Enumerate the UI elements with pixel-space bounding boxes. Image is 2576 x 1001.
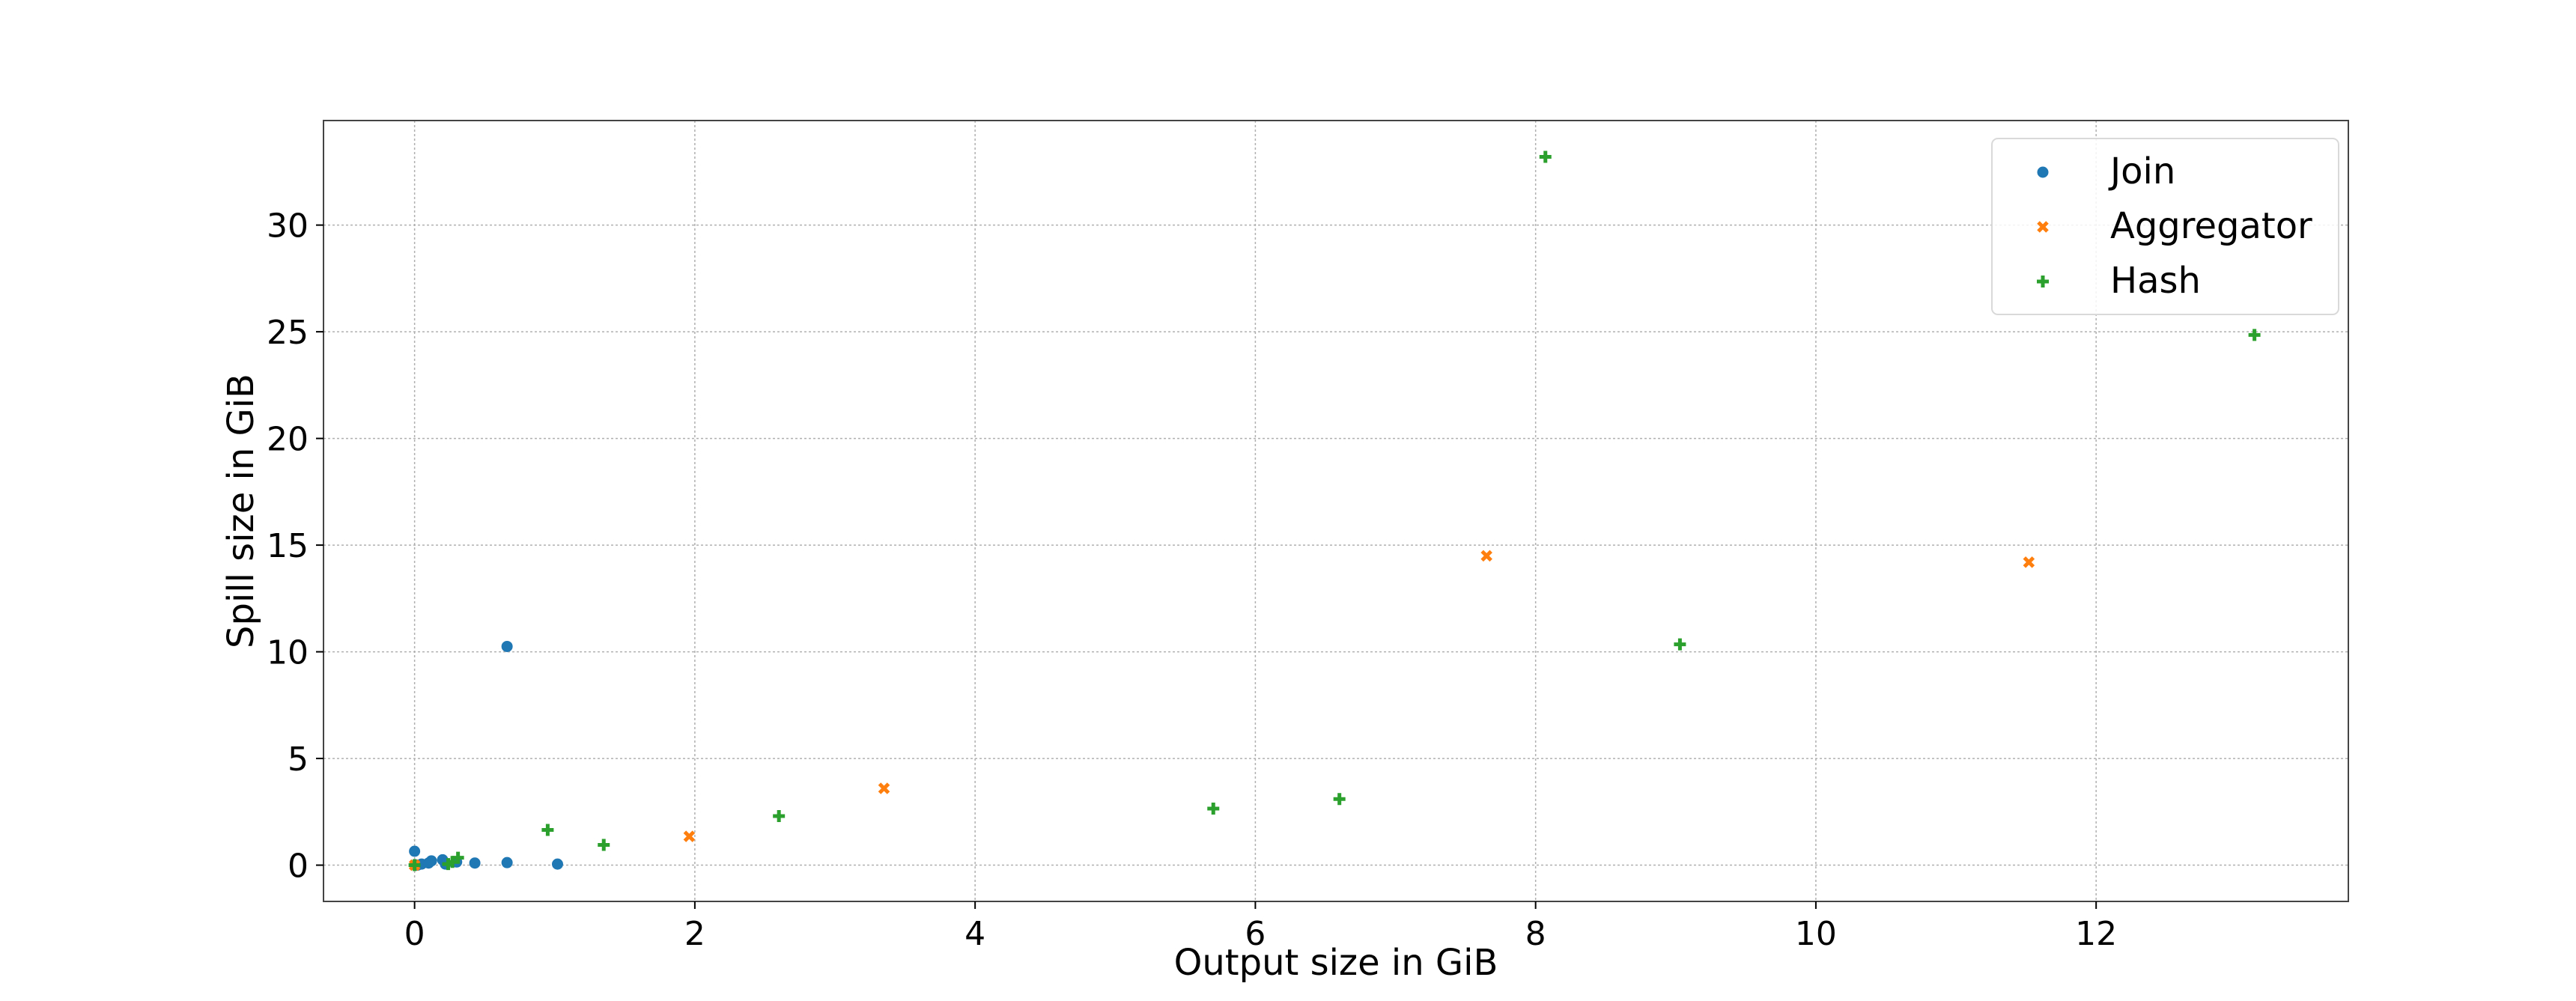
aggregator-point-stroke	[683, 830, 696, 842]
hash-point	[1207, 803, 1220, 815]
hash-point-stroke	[452, 851, 464, 864]
legend-marker-join	[2037, 166, 2049, 178]
legend-label-hash: Hash	[2110, 260, 2201, 302]
y-tick-label: 5	[288, 740, 309, 779]
legend-label-join: Join	[2108, 150, 2175, 192]
hash-point	[452, 851, 464, 864]
hash-point	[1539, 150, 1552, 163]
legend: Join Aggregator Hash	[1991, 138, 2339, 315]
x-tick-label: 8	[1525, 915, 1546, 953]
hash-point-stroke	[2248, 329, 2261, 341]
join-point	[501, 640, 513, 652]
legend-label-aggregator: Aggregator	[2110, 205, 2312, 247]
y-tick-label: 15	[267, 527, 309, 565]
y-tick-label: 25	[267, 314, 309, 352]
join-point	[552, 858, 564, 870]
legend-marker-aggregator-stroke	[2037, 221, 2049, 233]
y-tick-label: 10	[267, 634, 309, 672]
aggregator-point	[1480, 550, 1492, 562]
legend-box	[1991, 138, 2339, 315]
aggregator-point	[683, 830, 696, 842]
hash-point	[1333, 793, 1346, 806]
hash-point	[408, 859, 421, 871]
hash-point	[773, 810, 786, 823]
axis-ticks: 0 2 4 6 8 10 12 0 5 10 15 20 25 30	[267, 207, 2117, 953]
hash-point-stroke	[1207, 803, 1220, 815]
join-point	[409, 845, 421, 857]
hash-point	[541, 824, 554, 836]
x-tick-label: 2	[684, 915, 705, 953]
y-tick-label: 30	[267, 207, 309, 246]
hash-point	[1674, 638, 1686, 651]
data-points	[408, 150, 2261, 871]
plot-frame	[323, 120, 2349, 902]
hash-point-stroke	[541, 824, 554, 836]
hash-point-stroke	[408, 859, 421, 871]
x-tick-label: 6	[1245, 915, 1266, 953]
hash-point-stroke	[1333, 793, 1346, 806]
hash-point-stroke	[1539, 150, 1552, 163]
join-point	[425, 855, 437, 867]
join-point	[469, 857, 481, 869]
y-axis-label: Spill size in GiB	[220, 374, 262, 648]
x-tick-label: 12	[2075, 915, 2117, 953]
grid-lines	[323, 121, 2348, 901]
hash-point-stroke	[598, 839, 610, 851]
hash-point-stroke	[773, 810, 786, 823]
hash-point	[598, 839, 610, 851]
aggregator-point	[2023, 556, 2035, 568]
hash-point-stroke	[1674, 638, 1686, 651]
legend-marker-hash	[2037, 276, 2049, 287]
hash-point	[2248, 329, 2261, 341]
legend-marker-aggregator	[2037, 221, 2049, 233]
aggregator-point-stroke	[2023, 556, 2035, 568]
x-tick-label: 4	[965, 915, 985, 953]
y-tick-label: 0	[288, 848, 309, 886]
y-tick-label: 20	[267, 421, 309, 459]
x-tick-label: 0	[404, 915, 425, 953]
join-point	[501, 857, 513, 868]
legend-marker-hash-stroke	[2037, 276, 2049, 287]
x-axis-label: Output size in GiB	[1174, 942, 1498, 984]
aggregator-point	[878, 782, 890, 794]
aggregator-point-stroke	[878, 782, 890, 794]
aggregator-point-stroke	[1480, 550, 1492, 562]
x-tick-label: 10	[1795, 915, 1837, 953]
